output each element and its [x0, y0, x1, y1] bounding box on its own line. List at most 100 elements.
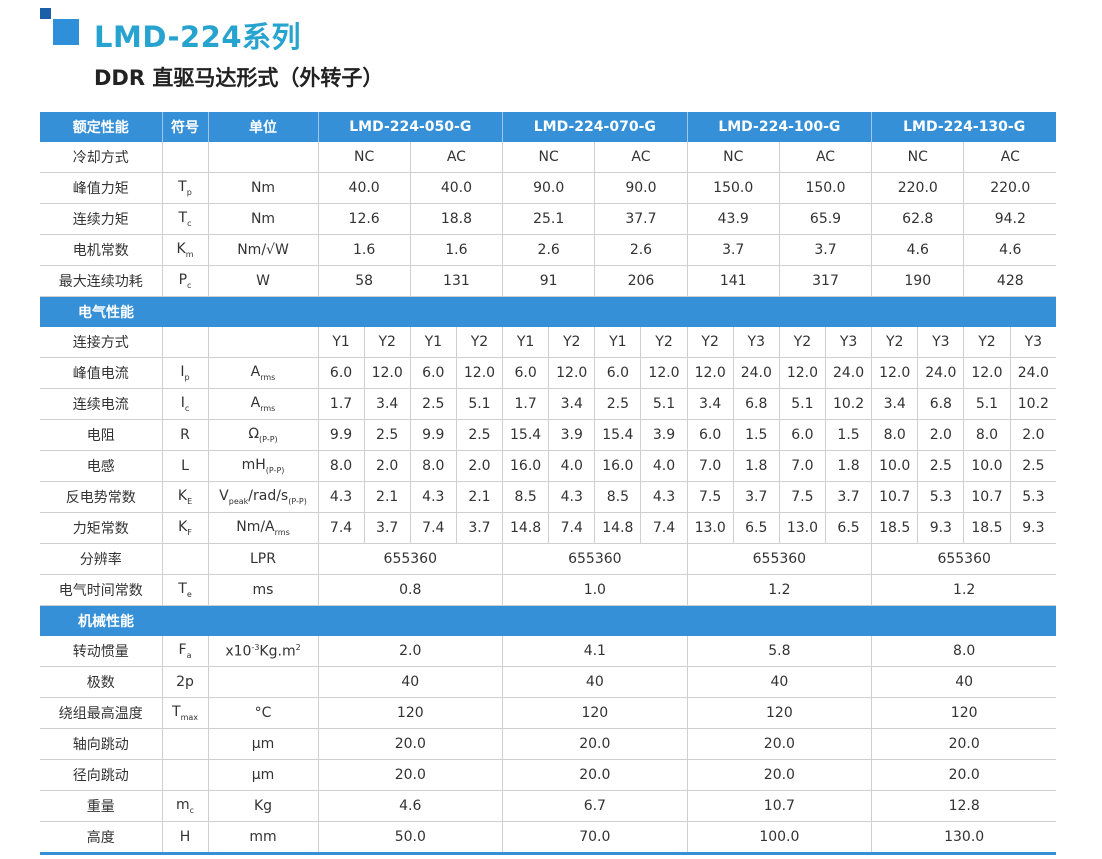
data-row: 峰值力矩 Tp Nm 40.0 40.0 90.0 90.0 150.0 150.0 220.0 2… [40, 172, 1057, 204]
name-cell: 轴向跳动 [40, 728, 162, 760]
value-cell: 141 [686, 265, 780, 297]
value-cell: 40.0 [317, 172, 411, 204]
data-row: 径向跳动 μm 20.0 20.0 20.0 20.0 [40, 759, 1057, 791]
value-cell: 12.8 [871, 790, 1057, 822]
unit-cell: mm [207, 821, 318, 854]
text-part: I [180, 395, 185, 412]
value-cell: 5.8 [686, 636, 872, 667]
text-part: mH [241, 457, 266, 474]
data-row: 连续力矩 Tc Nm 12.6 18.8 25.1 37.7 43.9 65.9 62.8 94.2 [40, 203, 1057, 235]
value-cell: 20.0 [686, 728, 872, 760]
unit-cell: x10-3Kg.m2 [207, 636, 318, 667]
value-cell: 3.7 [455, 512, 503, 544]
value-cell: 2.1 [455, 481, 503, 513]
value-cell: 3.4 [686, 388, 734, 420]
value-cell: 9.3 [1009, 512, 1057, 544]
value-cell: 6.8 [732, 388, 780, 420]
data-row: 转动惯量 Fa x10-3Kg.m2 2.0 4.1 5.8 8.0 [40, 636, 1057, 667]
value-cell: 120 [871, 697, 1057, 729]
symbol-cell [161, 759, 208, 791]
value-cell: AC [409, 142, 503, 173]
value-cell: 655360 [871, 543, 1057, 575]
value-cell: 9.9 [317, 419, 365, 451]
value-cell: Y2 [363, 327, 411, 358]
unit-cell: mH(P-P) [207, 450, 318, 482]
name-cell: 反电势常数 [40, 481, 162, 513]
value-cell: 655360 [317, 543, 503, 575]
symbol-cell: Fa [161, 636, 208, 667]
value-cell: 16.0 [502, 450, 549, 482]
value-cell: 100.0 [686, 821, 872, 854]
text-part: c [187, 280, 192, 290]
value-cell: 7.4 [640, 512, 688, 544]
name-cell: 转动惯量 [40, 636, 162, 667]
value-cell: 10.0 [871, 450, 918, 482]
value-cell: Y1 [317, 327, 365, 358]
value-cell: 12.0 [363, 357, 411, 389]
data-row: 峰值电流 Ip Arms 6.0 12.0 6.0 12.0 6.0 12.0 6.0 12.0 12… [40, 357, 1057, 389]
text-part: rms [260, 372, 276, 382]
value-cell: 6.0 [778, 419, 826, 451]
value-cell: 3.4 [871, 388, 918, 420]
text-part: max [180, 712, 198, 722]
text-part: Ω [248, 426, 260, 443]
value-cell: 3.9 [548, 419, 595, 451]
value-cell: 40 [871, 666, 1057, 698]
value-cell: 43.9 [686, 203, 780, 235]
text-part: (P-P) [259, 434, 278, 444]
value-cell: Y2 [963, 327, 1011, 358]
value-cell: 24.0 [824, 357, 872, 389]
value-cell: 20.0 [871, 759, 1057, 791]
model-header: LMD-224-050-G [317, 112, 503, 142]
value-cell: 1.2 [686, 574, 872, 606]
text-part: c [187, 218, 192, 228]
value-cell: 150.0 [778, 172, 872, 204]
value-cell: 20.0 [502, 759, 688, 791]
value-cell: 4.1 [502, 636, 688, 667]
value-cell: 14.8 [594, 512, 641, 544]
text-part: A [250, 364, 261, 381]
value-cell: 6.8 [917, 388, 964, 420]
value-cell: AC [594, 142, 688, 173]
symbol-cell: Tmax [161, 697, 208, 729]
header-row: 额定性能 符号 单位 LMD-224-050-G LMD-224-070-G LMD-22… [40, 112, 1057, 142]
model-header: LMD-224-070-G [502, 112, 688, 142]
symbol-cell: Ip [161, 357, 208, 389]
text-part: c [189, 805, 195, 815]
value-cell: 5.1 [778, 388, 826, 420]
name-cell: 电阻 [40, 419, 162, 451]
symbol-cell: R [161, 419, 208, 451]
text-part: T [172, 704, 181, 721]
value-cell: 90.0 [502, 172, 595, 204]
model-header: LMD-224-100-G [686, 112, 872, 142]
data-row: 重量 mc Kg 4.6 6.7 10.7 12.8 [40, 790, 1057, 822]
value-cell: 7.5 [686, 481, 734, 513]
value-cell: 24.0 [1009, 357, 1057, 389]
header-cell: 额定性能 [40, 112, 162, 142]
text-part: x10 [225, 643, 252, 660]
unit-cell: ms [207, 574, 318, 606]
value-cell: 14.8 [502, 512, 549, 544]
value-cell: 130.0 [871, 821, 1057, 854]
value-cell: 20.0 [502, 728, 688, 760]
symbol-cell: Ic [161, 388, 208, 420]
value-cell: Y1 [502, 327, 549, 358]
name-cell: 力矩常数 [40, 512, 162, 544]
title: LMD-224系列 [94, 20, 302, 54]
value-cell: 1.7 [502, 388, 549, 420]
value-cell: Y1 [409, 327, 457, 358]
value-cell: 3.4 [363, 388, 411, 420]
symbol-cell: KE [161, 481, 208, 513]
value-cell: 120 [317, 697, 503, 729]
name-cell: 连续力矩 [40, 203, 162, 235]
value-cell: 1.2 [871, 574, 1057, 606]
unit-cell [207, 142, 318, 173]
data-row: 分辨率 LPR 655360 655360 655360 655360 [40, 543, 1057, 575]
value-cell: AC [778, 142, 872, 173]
name-cell: 分辨率 [40, 543, 162, 575]
value-cell: 24.0 [732, 357, 780, 389]
value-cell: 7.4 [317, 512, 365, 544]
value-cell: 8.5 [594, 481, 641, 513]
